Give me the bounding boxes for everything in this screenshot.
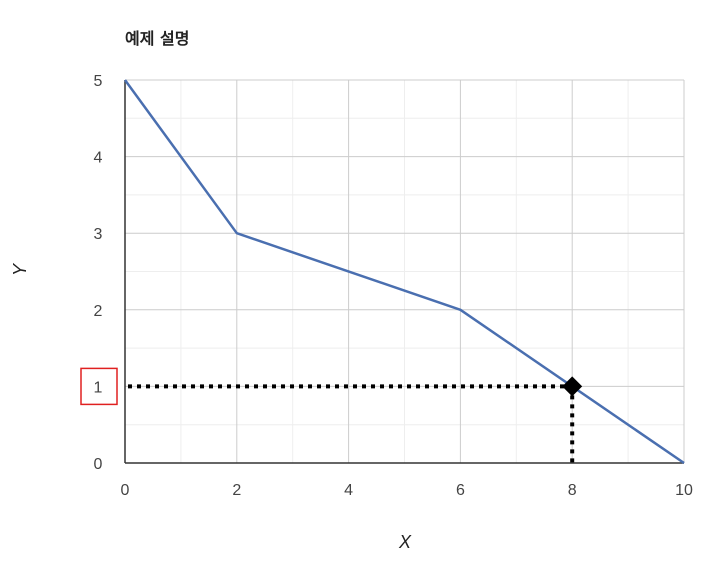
y-tick-label-2: 2 bbox=[94, 303, 103, 320]
y-tick-label-0: 0 bbox=[94, 456, 103, 473]
y-tick-labels: 0 1 2 3 4 5 bbox=[80, 73, 118, 473]
x-tick-label-10: 10 bbox=[675, 482, 693, 499]
guide-lines bbox=[128, 384, 575, 463]
marker-layer bbox=[562, 376, 583, 397]
axes bbox=[124, 80, 684, 464]
highlighted-tick-box bbox=[80, 367, 118, 406]
y-tick-label-3: 3 bbox=[94, 226, 103, 243]
chart-title: 예제 설명 bbox=[125, 29, 189, 48]
y-axis-title: Y bbox=[10, 262, 30, 276]
highlight-point-diamond bbox=[562, 376, 583, 397]
x-axis-title: X bbox=[398, 532, 412, 552]
x-tick-label-6: 6 bbox=[456, 482, 465, 499]
x-tick-label-8: 8 bbox=[568, 482, 577, 499]
y-tick-label-4: 4 bbox=[94, 150, 103, 167]
x-tick-label-0: 0 bbox=[121, 482, 130, 499]
x-tick-labels: 0 2 4 6 8 10 bbox=[121, 482, 693, 499]
x-tick-label-4: 4 bbox=[344, 482, 353, 499]
y-tick-label-1: 1 bbox=[94, 379, 103, 396]
y-tick-label-5: 5 bbox=[94, 73, 103, 90]
x-tick-label-2: 2 bbox=[232, 482, 241, 499]
